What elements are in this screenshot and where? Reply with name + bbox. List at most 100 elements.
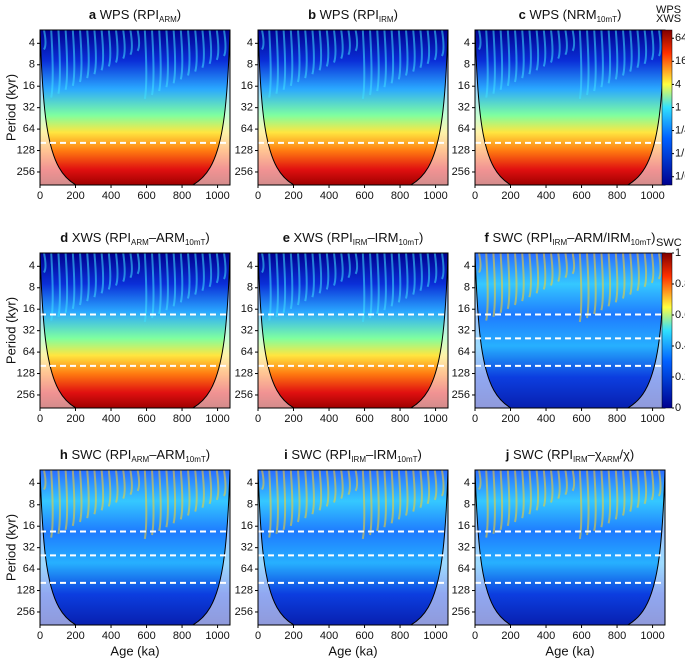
colorbar-title: SWC xyxy=(656,237,682,249)
x-tick-label: 1000 xyxy=(640,190,664,202)
heatmap xyxy=(40,30,230,185)
texture xyxy=(550,470,554,503)
plot xyxy=(475,30,665,185)
y-tick-label: 256 xyxy=(452,389,470,401)
title-text: WPS (NRM xyxy=(529,7,596,22)
x-tick-label: 800 xyxy=(391,190,409,202)
colorbar-tick-label: 1/4 xyxy=(675,124,685,136)
coi-shade xyxy=(475,470,665,625)
texture xyxy=(347,470,351,496)
title-text: SWC (RPI xyxy=(291,447,351,462)
title-text: ) xyxy=(617,7,621,22)
texture xyxy=(325,470,330,507)
y-tick-label: 16 xyxy=(458,80,470,92)
texture xyxy=(261,253,265,274)
title-text: ) xyxy=(418,447,422,462)
texture xyxy=(122,30,126,60)
texture xyxy=(223,30,227,57)
texture xyxy=(86,470,90,519)
x-tick-label: 200 xyxy=(284,413,302,425)
y-tick-label: 64 xyxy=(23,346,35,358)
y-tick-label: 64 xyxy=(241,346,253,358)
y-axis-label: Period (kyr) xyxy=(3,74,18,141)
y-tick-label: 4 xyxy=(29,37,35,49)
texture xyxy=(275,253,279,317)
texture xyxy=(614,470,619,520)
texture xyxy=(71,253,76,310)
plot xyxy=(40,470,230,625)
texture xyxy=(194,30,198,72)
title-sub: ARM xyxy=(131,455,149,464)
y-tick-label: 16 xyxy=(23,520,35,532)
coi-shade xyxy=(40,253,230,408)
colorbar-title: XWS xyxy=(656,13,681,25)
texture xyxy=(514,470,518,523)
texture xyxy=(275,470,279,534)
x-tick-label: 800 xyxy=(608,190,626,202)
texture xyxy=(441,253,445,280)
texture xyxy=(79,470,83,523)
texture xyxy=(143,30,148,100)
x-tick-label: 600 xyxy=(137,190,155,202)
plot xyxy=(258,30,448,185)
texture xyxy=(215,253,220,284)
y-tick-label: 32 xyxy=(241,325,253,337)
y-tick-label: 64 xyxy=(241,563,253,575)
texture xyxy=(361,30,366,100)
title-sub: IRM xyxy=(552,238,567,247)
coi-line xyxy=(258,253,448,408)
y-tick-label: 8 xyxy=(247,282,253,294)
texture xyxy=(636,253,640,292)
plot xyxy=(475,253,665,408)
texture xyxy=(441,30,445,57)
title-sub: ARM xyxy=(131,238,149,247)
x-tick-label: 0 xyxy=(255,630,261,642)
texture xyxy=(557,30,561,60)
texture xyxy=(79,253,83,306)
texture xyxy=(369,30,373,96)
heatmap xyxy=(475,470,665,625)
texture xyxy=(107,30,112,67)
texture xyxy=(658,30,662,57)
y-tick-label: 8 xyxy=(247,499,253,511)
texture xyxy=(433,30,438,61)
title-sub: IRM xyxy=(353,238,368,247)
x-tick-label: 400 xyxy=(537,630,555,642)
texture xyxy=(136,30,141,52)
texture xyxy=(478,253,482,274)
texture xyxy=(390,30,395,84)
y-tick-label: 16 xyxy=(241,520,253,532)
texture xyxy=(215,30,220,61)
x-tick-label: 400 xyxy=(102,413,120,425)
title-text: XWS (RPI xyxy=(72,230,131,245)
texture xyxy=(643,470,648,505)
coi-shade xyxy=(258,470,448,625)
x-axis-label: Age (ka) xyxy=(110,643,159,658)
heatmap xyxy=(475,253,665,408)
texture xyxy=(187,30,191,76)
texture xyxy=(122,470,126,500)
x-axis-label: Age (ka) xyxy=(545,643,594,658)
texture xyxy=(354,253,359,275)
y-tick-label: 16 xyxy=(23,303,35,315)
texture xyxy=(485,253,489,321)
panel-title: f SWC (RPIIRM–ARM/IRM10mT) xyxy=(485,230,656,247)
title-sub: 10mT xyxy=(631,238,652,247)
texture xyxy=(397,253,402,303)
colorbar-tick-label: 1 xyxy=(675,247,681,259)
texture xyxy=(390,470,395,524)
coi-shade xyxy=(40,30,230,185)
title-sub: 10mT xyxy=(397,455,418,464)
texture xyxy=(586,30,590,96)
x-tick-label: 0 xyxy=(37,413,43,425)
texture xyxy=(172,253,177,307)
y-tick-label: 32 xyxy=(458,102,470,114)
texture xyxy=(179,470,184,520)
x-tick-label: 0 xyxy=(472,630,478,642)
x-tick-label: 200 xyxy=(501,190,519,202)
title-text: WPS (RPI xyxy=(100,7,159,22)
texture xyxy=(93,470,97,515)
texture xyxy=(208,30,213,65)
texture xyxy=(115,470,119,503)
